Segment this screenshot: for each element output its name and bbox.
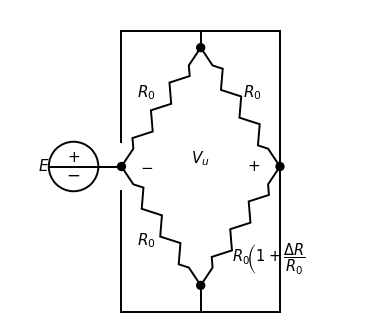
Text: $V_u$: $V_u$ [191,149,210,167]
Circle shape [197,44,205,52]
Text: +: + [67,150,80,165]
Text: $-$: $-$ [140,159,153,174]
Text: $R_0$: $R_0$ [137,83,156,102]
Circle shape [117,163,125,170]
Circle shape [276,163,284,170]
Circle shape [197,281,205,289]
Text: $R_0\!\left(1+\dfrac{\Delta R}{R_0}\right.$: $R_0\!\left(1+\dfrac{\Delta R}{R_0}\righ… [232,241,306,277]
Text: $+$: $+$ [247,159,260,174]
Text: $R_0$: $R_0$ [243,83,261,102]
Text: $R_0$: $R_0$ [137,231,156,250]
Text: $E$: $E$ [38,159,50,174]
Text: −: − [67,166,81,184]
